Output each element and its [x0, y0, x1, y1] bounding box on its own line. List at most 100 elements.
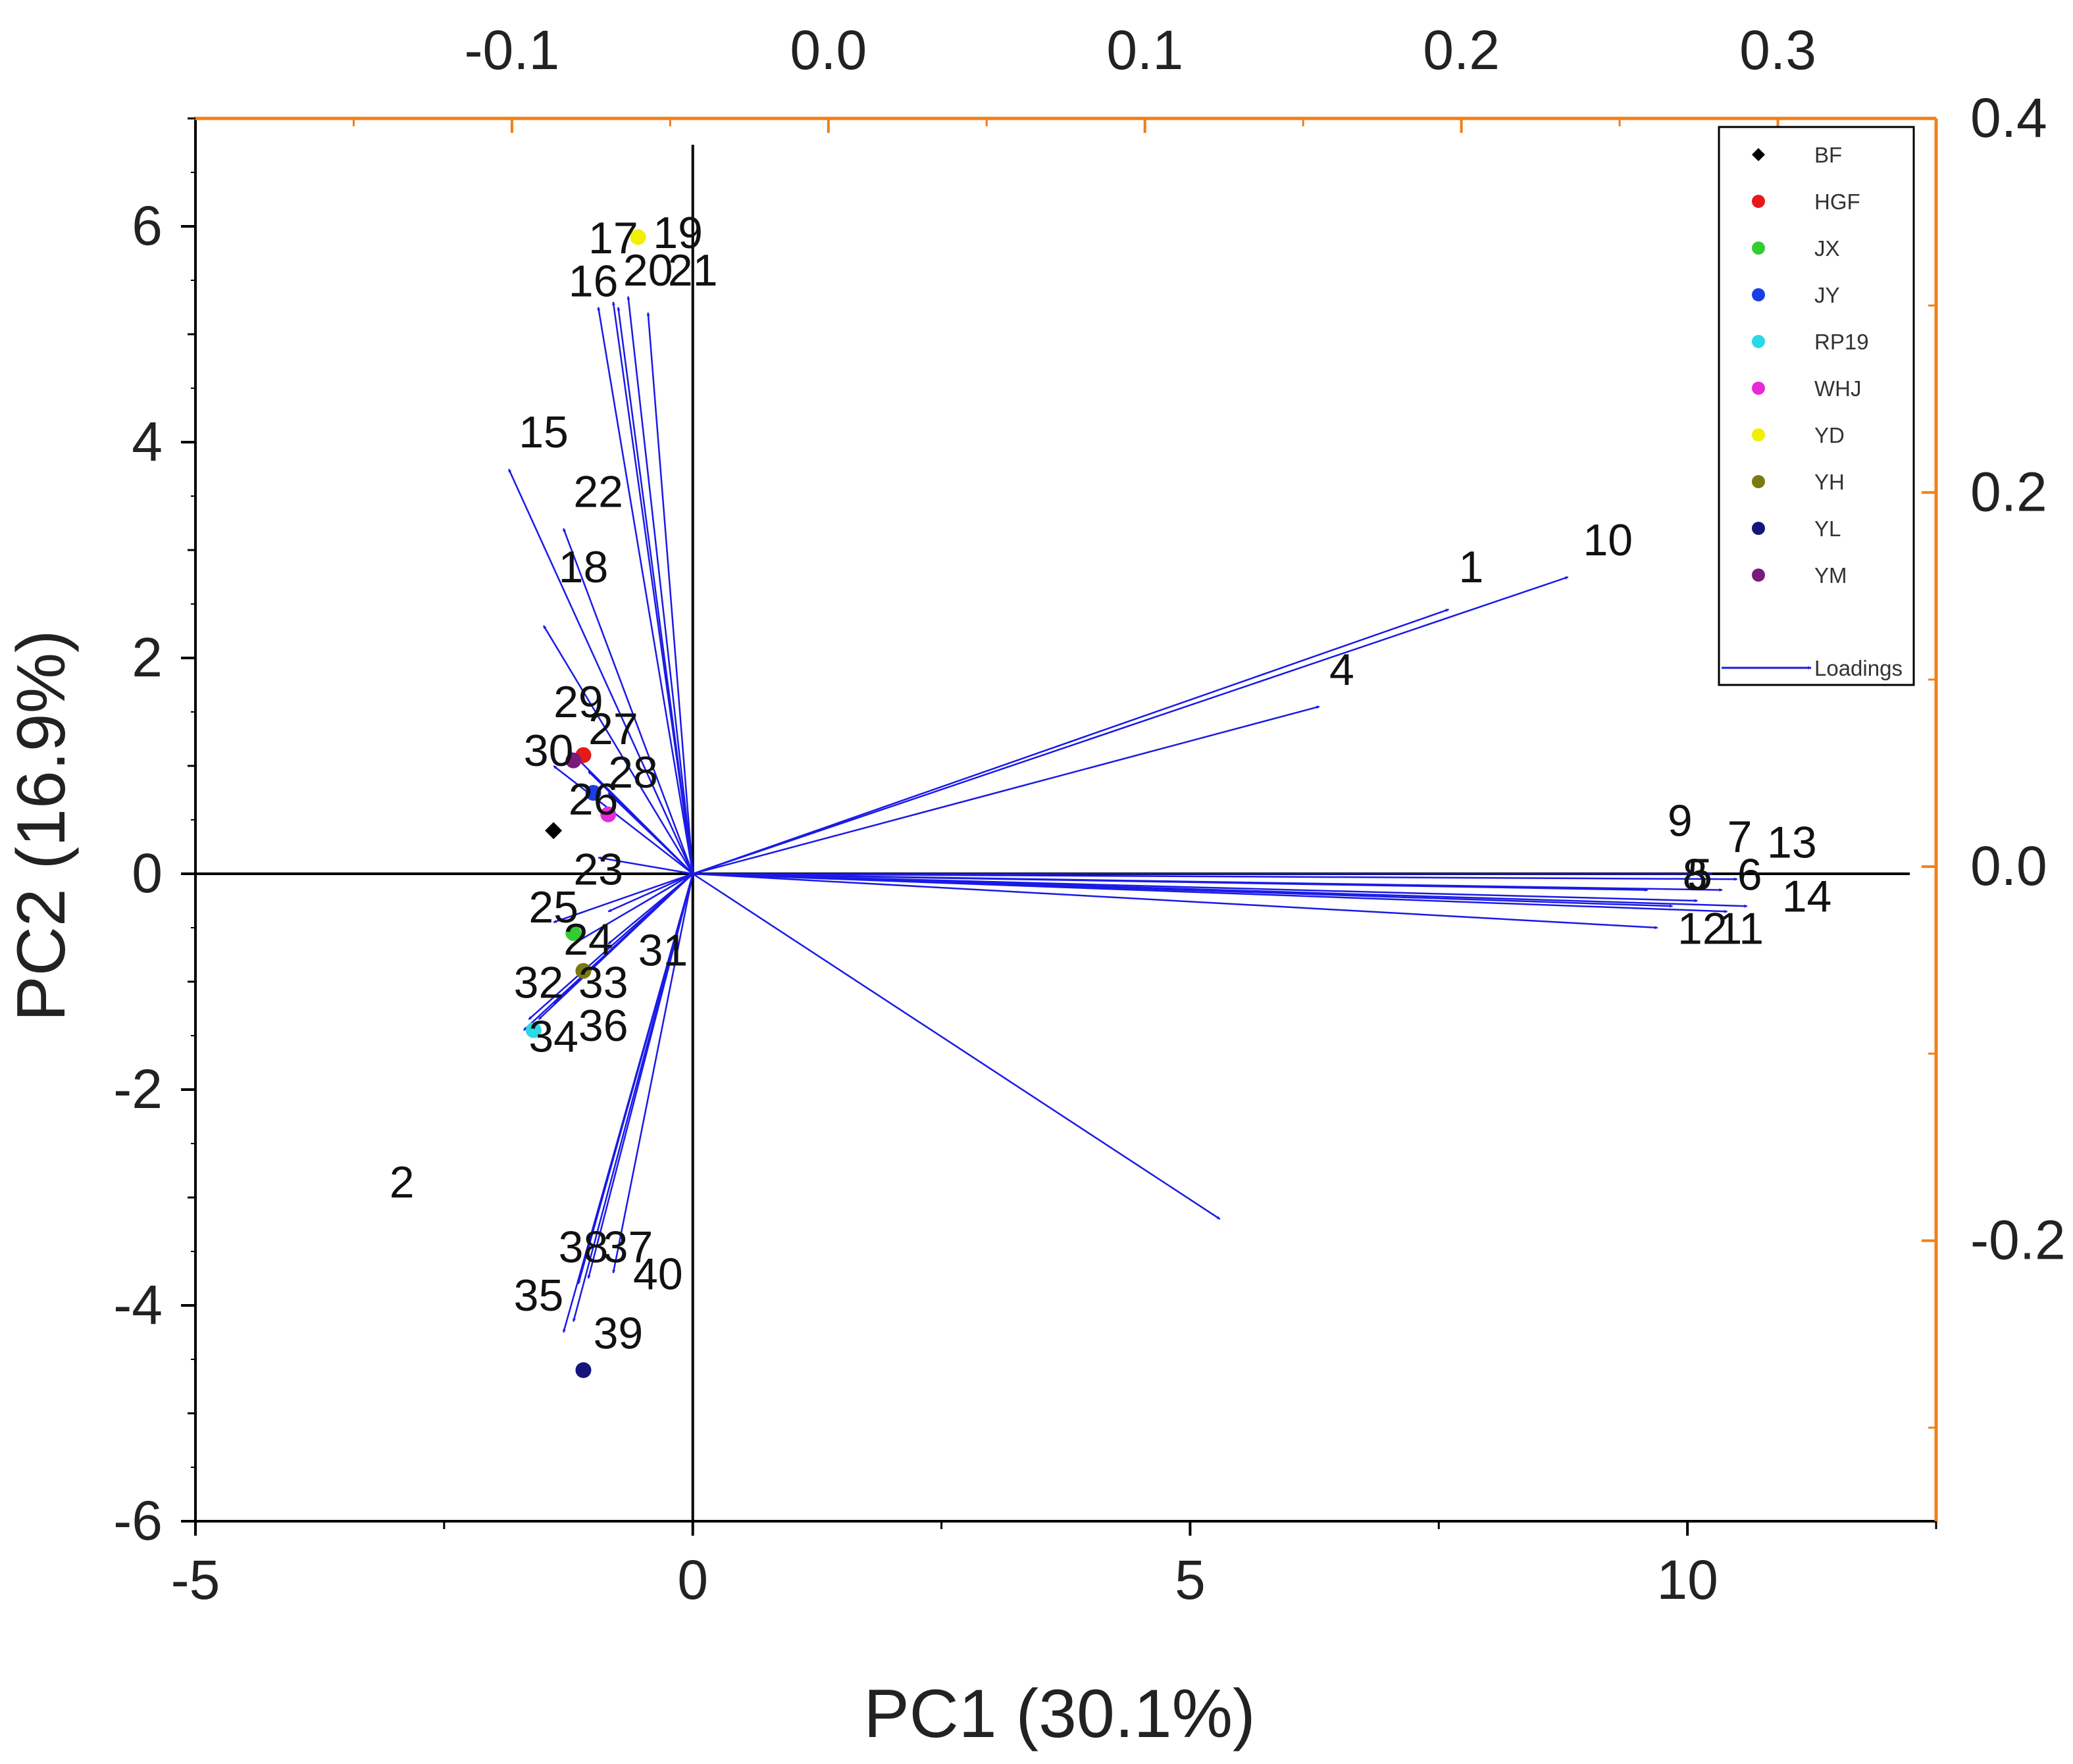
loading-label-2: 2: [390, 1157, 415, 1207]
loading-label-19: 19: [653, 208, 703, 258]
sample-point-RP19: [525, 1022, 542, 1038]
sample-point-WHJ: [600, 806, 617, 822]
loading-label-37: 37: [603, 1222, 653, 1272]
y-tick-label: 0: [132, 842, 163, 904]
loading-label-22: 22: [573, 466, 623, 517]
y-tick-label: 6: [132, 195, 163, 257]
loading-label-1: 1: [1459, 542, 1484, 592]
legend-marker-JY: [1752, 288, 1765, 301]
loading-label-6: 6: [1737, 850, 1762, 900]
y-axis-title: PC2 (16.9%): [3, 630, 80, 1021]
sample-points: [525, 229, 646, 1378]
legend-label-Loadings: Loadings: [1814, 656, 1903, 680]
loading-label-33: 33: [578, 958, 628, 1008]
y-tick-label: -6: [113, 1490, 163, 1551]
loading-label-21: 21: [668, 245, 718, 295]
legend-marker-YH: [1752, 475, 1765, 488]
loading-label-15: 15: [519, 407, 569, 457]
loading-label-26: 26: [569, 774, 619, 824]
loading-vector-18: [542, 625, 694, 874]
legend-marker-BF: [1752, 148, 1765, 161]
top-tick-label: -0.1: [465, 19, 560, 81]
right-tick-label: 0.2: [1970, 461, 2047, 523]
legend-marker-HGF: [1752, 195, 1765, 208]
loading-vector-11: [692, 872, 1728, 913]
loading-label-40: 40: [633, 1249, 683, 1299]
sample-point-YL: [575, 1362, 592, 1378]
loading-vector-13: [692, 872, 1738, 881]
loading-vector-20: [617, 307, 694, 874]
x-tick-label: 10: [1656, 1549, 1718, 1611]
sample-point-YD: [630, 229, 646, 245]
loading-label-5: 5: [1687, 850, 1712, 900]
legend-label-RP19: RP19: [1814, 330, 1869, 354]
top-tick-label: 0.0: [790, 19, 867, 81]
loading-vectors: [507, 296, 1748, 1333]
sample-point-JX: [565, 925, 582, 942]
loading-label-32: 32: [514, 958, 564, 1008]
loading-vector-10: [692, 576, 1569, 875]
loading-vector-4: [692, 705, 1320, 875]
right-tick-label: -0.2: [1970, 1209, 2066, 1271]
top-tick-label: 0.1: [1106, 19, 1183, 81]
loading-label-16: 16: [569, 257, 619, 307]
sample-point-YH: [575, 963, 592, 979]
loading-vector-14: [692, 872, 1748, 908]
right-tick-label: 0.0: [1970, 835, 2047, 897]
x-tick-label: 0: [677, 1549, 708, 1611]
loading-label-7: 7: [1728, 812, 1753, 862]
y-tick-label: -2: [113, 1058, 163, 1120]
legend-marker-YD: [1752, 428, 1765, 441]
legend-box: [1718, 126, 1915, 686]
legend-label-YH: YH: [1814, 470, 1845, 494]
legend-label-YM: YM: [1814, 563, 1847, 588]
legend-marker-YL: [1752, 522, 1765, 535]
sample-point-YM: [565, 752, 582, 769]
loading-vector-25: [553, 872, 694, 923]
loading-vector-16: [597, 307, 694, 874]
loading-vector-30: [553, 765, 694, 874]
loading-label-31: 31: [638, 925, 688, 975]
loading-vector-22: [563, 528, 694, 874]
loading-label-14: 14: [1782, 871, 1832, 921]
x-tick-label: -5: [171, 1549, 220, 1611]
loading-vector-40: [612, 873, 694, 1274]
loading-vector-9: [692, 872, 1649, 892]
legend-label-HGF: HGF: [1814, 189, 1860, 214]
legend-label-BF: BF: [1814, 143, 1842, 167]
loading-label-8: 8: [1683, 850, 1708, 900]
loading-label-39: 39: [594, 1309, 644, 1359]
loading-vector-2: [692, 872, 1221, 1220]
loading-label-36: 36: [578, 1001, 628, 1051]
loading-label-18: 18: [559, 542, 609, 592]
loading-label-23: 23: [573, 844, 623, 894]
loading-label-38: 38: [559, 1222, 609, 1272]
loading-vector-19: [627, 296, 694, 874]
loading-label-4: 4: [1329, 645, 1354, 695]
x-axis-title: PC1 (30.1%): [863, 1676, 1255, 1752]
loading-vector-24: [573, 872, 694, 945]
loading-label-27: 27: [588, 704, 638, 754]
loading-label-28: 28: [608, 747, 658, 797]
legend-label-WHJ: WHJ: [1814, 376, 1861, 401]
top-tick-label: 0.2: [1423, 19, 1500, 81]
y-tick-label: 4: [132, 411, 163, 472]
loading-label-17: 17: [588, 213, 638, 263]
loading-vector-15: [507, 468, 694, 874]
loading-vector-29: [567, 749, 694, 874]
loading-label-35: 35: [514, 1271, 564, 1321]
loading-vector-12: [692, 872, 1658, 930]
y-tick-label: 2: [132, 626, 163, 688]
y-tick-label: -4: [113, 1274, 163, 1336]
loading-label-11: 11: [1717, 904, 1764, 954]
x-tick-label: 5: [1175, 1549, 1206, 1611]
legend-label-YD: YD: [1814, 423, 1845, 447]
loading-label-10: 10: [1583, 515, 1633, 565]
legend-label-YL: YL: [1814, 517, 1841, 541]
loading-label-9: 9: [1668, 796, 1693, 846]
loading-vector-36: [538, 873, 694, 1021]
loading-label-25: 25: [528, 882, 578, 932]
